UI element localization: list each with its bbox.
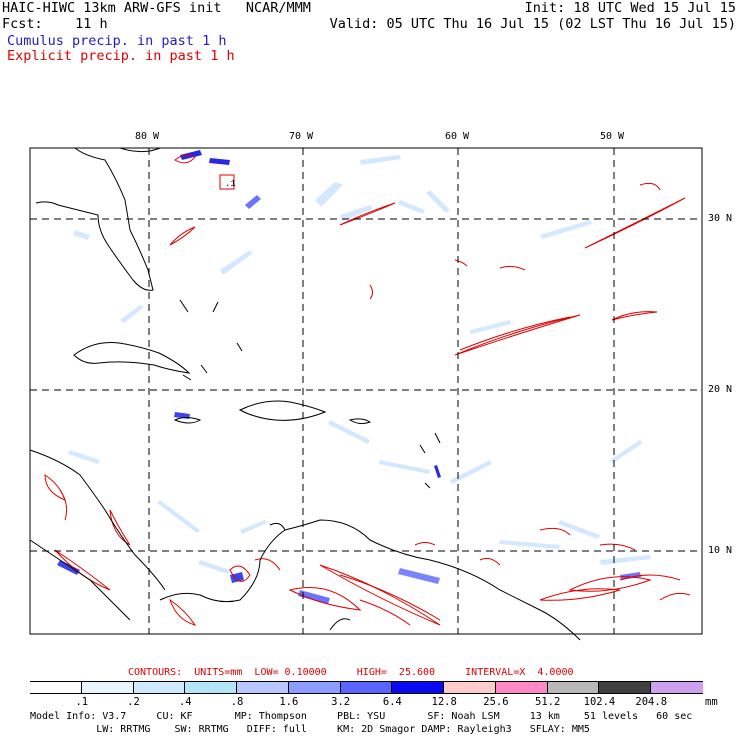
colorbar-swatch [340, 682, 393, 693]
colorbar-label: .4 [178, 696, 192, 708]
colorbar-swatch [495, 682, 548, 693]
lat-lon-grid [30, 148, 702, 634]
forecast-hour: Fcst: 11 h [2, 16, 108, 32]
lat-label-20n: 20 N [708, 384, 733, 395]
colorbar-label: 25.6 [483, 696, 509, 708]
colorbar-label: 51.2 [535, 696, 561, 708]
init-time: Init: 18 UTC Wed 15 Jul 15 [524, 0, 736, 16]
colorbar-label: 1.6 [279, 696, 299, 708]
colorbar-swatch [81, 682, 134, 693]
colorbar-label: 102.4 [583, 696, 616, 708]
box-label: .1 [225, 179, 236, 189]
colorbar-label: .8 [230, 696, 244, 708]
model-info-line1: Model Info: V3.7 CU: KF MP: Thompson PBL… [30, 711, 693, 722]
valid-time: Valid: 05 UTC Thu 16 Jul 15 (02 LST Thu … [329, 16, 736, 32]
colorbar-label: 3.2 [331, 696, 351, 708]
model-info-line2: LW: RRTMG SW: RRTMG DIFF: full KM: 2D Sm… [30, 724, 590, 735]
colorbar-swatch [651, 682, 703, 693]
contour-info: CONTOURS: UNITS=mm LOW= 0.10000 HIGH= 25… [128, 667, 574, 678]
map-title: HAIC-HIWC 13km ARW-GFS init NCAR/MMM [2, 0, 311, 16]
colorbar-label: .2 [127, 696, 140, 708]
colorbar-label: .1 [75, 696, 89, 708]
colorbar-swatch [444, 682, 496, 693]
lon-label-70w: 70 W [289, 131, 314, 142]
colorbar-swatch [133, 682, 186, 693]
lon-label-60w: 60 W [445, 131, 470, 142]
colorbar-swatch [599, 682, 652, 693]
legend-cumulus: Cumulus precip. in past 1 h [7, 33, 227, 49]
colorbar-label: 204.8 [635, 696, 668, 708]
lat-label-30n: 30 N [708, 213, 733, 224]
colorbar-label: 6.4 [382, 696, 402, 708]
colorbar-swatch [237, 682, 289, 693]
lon-label-50w: 50 W [600, 131, 625, 142]
colorbar-swatch [288, 682, 341, 693]
map-frame [29, 147, 703, 635]
colorbar-swatch [547, 682, 600, 693]
cumulus-precip-light [68, 155, 651, 574]
lon-label-80w: 80 W [135, 131, 160, 142]
colorbar-swatch [185, 682, 238, 693]
legend-explicit: Explicit precip. in past 1 h [7, 48, 235, 64]
colorbar-unit: mm [705, 696, 718, 708]
colorbar-swatch [392, 682, 445, 693]
lat-label-10n: 10 N [708, 545, 733, 556]
colorbar-swatch [30, 682, 82, 693]
colorbar-label: 12.8 [431, 696, 457, 708]
colorbar [30, 681, 703, 694]
